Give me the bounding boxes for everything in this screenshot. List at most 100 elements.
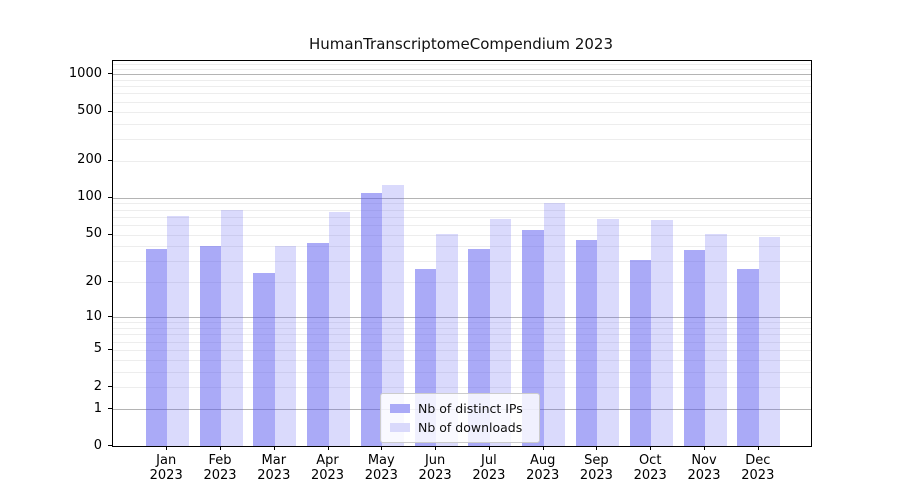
legend-label-distinct-ips: Nb of distinct IPs [418, 401, 523, 416]
x-tick-year: 2023 [203, 468, 237, 483]
bar-downloads-apr [328, 211, 350, 446]
x-tick-month: Nov [691, 453, 717, 468]
bar-downloads-sep [597, 219, 619, 446]
x-tick-label-aug: Aug 2023 [513, 453, 573, 483]
legend: Nb of distinct IPs Nb of downloads [380, 393, 540, 443]
gridline-10 [113, 317, 811, 319]
x-tickmark-mar [273, 446, 275, 450]
x-tick-year: 2023 [257, 468, 291, 483]
gridline-7 [113, 334, 811, 336]
x-tick-year: 2023 [526, 468, 560, 483]
bar-ips-may [360, 192, 383, 446]
y-tick-label-100: 100 [77, 189, 102, 205]
x-tickmark-dec [757, 446, 759, 450]
x-tick-month: Jun [424, 453, 446, 468]
x-tick-label-dec: Dec 2023 [728, 453, 788, 483]
y-tickmark-1000 [108, 73, 112, 75]
gridline-4 [113, 359, 811, 361]
x-tick-month: Dec [745, 453, 771, 468]
bar-downloads-mar [274, 246, 297, 446]
bar-ips-mar [253, 273, 275, 446]
gridline-900 [113, 79, 811, 81]
y-tick-label-1: 1 [93, 400, 102, 416]
x-tick-month: Jan [156, 453, 177, 468]
gridline-8 [113, 328, 811, 329]
x-tick-month: Oct [638, 453, 662, 468]
y-tick-label-20: 20 [85, 273, 102, 289]
bar-ips-dec [737, 268, 759, 446]
gridline-600 [113, 101, 811, 103]
x-tick-label-nov: Nov 2023 [674, 453, 734, 483]
bar-downloads-dec [758, 236, 781, 446]
y-tickmark-100 [108, 196, 112, 198]
gridline-60 [113, 224, 811, 226]
y-tick-label-50: 50 [85, 226, 102, 242]
y-tick-label-200: 200 [77, 152, 102, 168]
x-tickmark-sep [596, 446, 598, 450]
y-tickmark-20 [108, 281, 112, 283]
x-tick-year: 2023 [579, 468, 613, 483]
gridline-9 [113, 322, 811, 324]
y-tickmark-500 [108, 110, 112, 112]
x-tick-month: Feb [208, 453, 232, 468]
y-tickmark-0 [108, 445, 112, 447]
legend-row-distinct-ips: Nb of distinct IPs [390, 399, 531, 418]
gridline-50 [113, 234, 811, 236]
x-tickmark-jan [166, 446, 168, 450]
y-tick-label-1000: 1000 [68, 65, 102, 81]
bar-ips-nov [683, 250, 705, 446]
x-tick-label-jan: Jan 2023 [136, 453, 196, 483]
x-tick-year: 2023 [364, 468, 398, 483]
x-tick-label-feb: Feb 2023 [190, 453, 250, 483]
y-tickmark-2 [108, 386, 112, 388]
x-tick-month: Aug [529, 453, 556, 468]
y-tick-label-5: 5 [93, 341, 102, 357]
x-tick-year: 2023 [310, 468, 345, 483]
gridline-1200 [113, 64, 811, 66]
gridline-2 [113, 387, 811, 389]
gridline-3 [113, 371, 811, 373]
y-tick-label-10: 10 [85, 308, 102, 324]
gridline-1000 [113, 74, 811, 76]
bar-downloads-may [382, 184, 404, 446]
gridline-40 [113, 246, 811, 248]
y-tickmark-1 [108, 408, 112, 409]
x-tick-year: 2023 [418, 468, 452, 483]
bar-downloads-oct [651, 219, 673, 446]
x-tick-month: May [367, 453, 395, 468]
gridline-6 [113, 341, 811, 343]
bar-ips-jan [145, 249, 168, 446]
gridline-1100 [113, 69, 811, 71]
legend-row-downloads: Nb of downloads [390, 418, 531, 437]
x-tick-year: 2023 [472, 468, 506, 483]
x-tick-month: Mar [261, 453, 287, 468]
x-tickmark-oct [650, 446, 652, 450]
bar-ips-apr [307, 242, 329, 446]
x-tick-label-sep: Sep 2023 [566, 453, 626, 483]
bar-ips-feb [199, 246, 221, 446]
bar-downloads-nov [705, 233, 727, 446]
plot-inner [113, 61, 811, 446]
x-tick-label-oct: Oct 2023 [620, 453, 680, 483]
gridline-20 [113, 282, 811, 284]
gridline-500 [113, 111, 811, 113]
x-tick-label-jun: Jun 2023 [405, 453, 465, 483]
y-tickmark-10 [108, 316, 112, 318]
bar-ips-oct [629, 259, 652, 446]
y-tickmark-200 [108, 159, 112, 161]
bar-downloads-jun [436, 233, 458, 446]
x-tick-month: Apr [316, 453, 339, 468]
gridline-300 [113, 139, 811, 140]
x-tickmark-jun [435, 446, 437, 450]
gridline-90 [113, 203, 811, 205]
gridline-100 [113, 197, 811, 199]
x-tickmark-apr [327, 446, 329, 450]
gridline-30 [113, 261, 811, 263]
bar-downloads-aug [543, 203, 566, 446]
x-tick-label-mar: Mar 2023 [244, 453, 304, 483]
gridline-70 [113, 216, 811, 218]
y-tickmark-5 [108, 348, 112, 350]
x-tick-year: 2023 [687, 468, 721, 483]
y-tick-label-500: 500 [77, 103, 102, 118]
